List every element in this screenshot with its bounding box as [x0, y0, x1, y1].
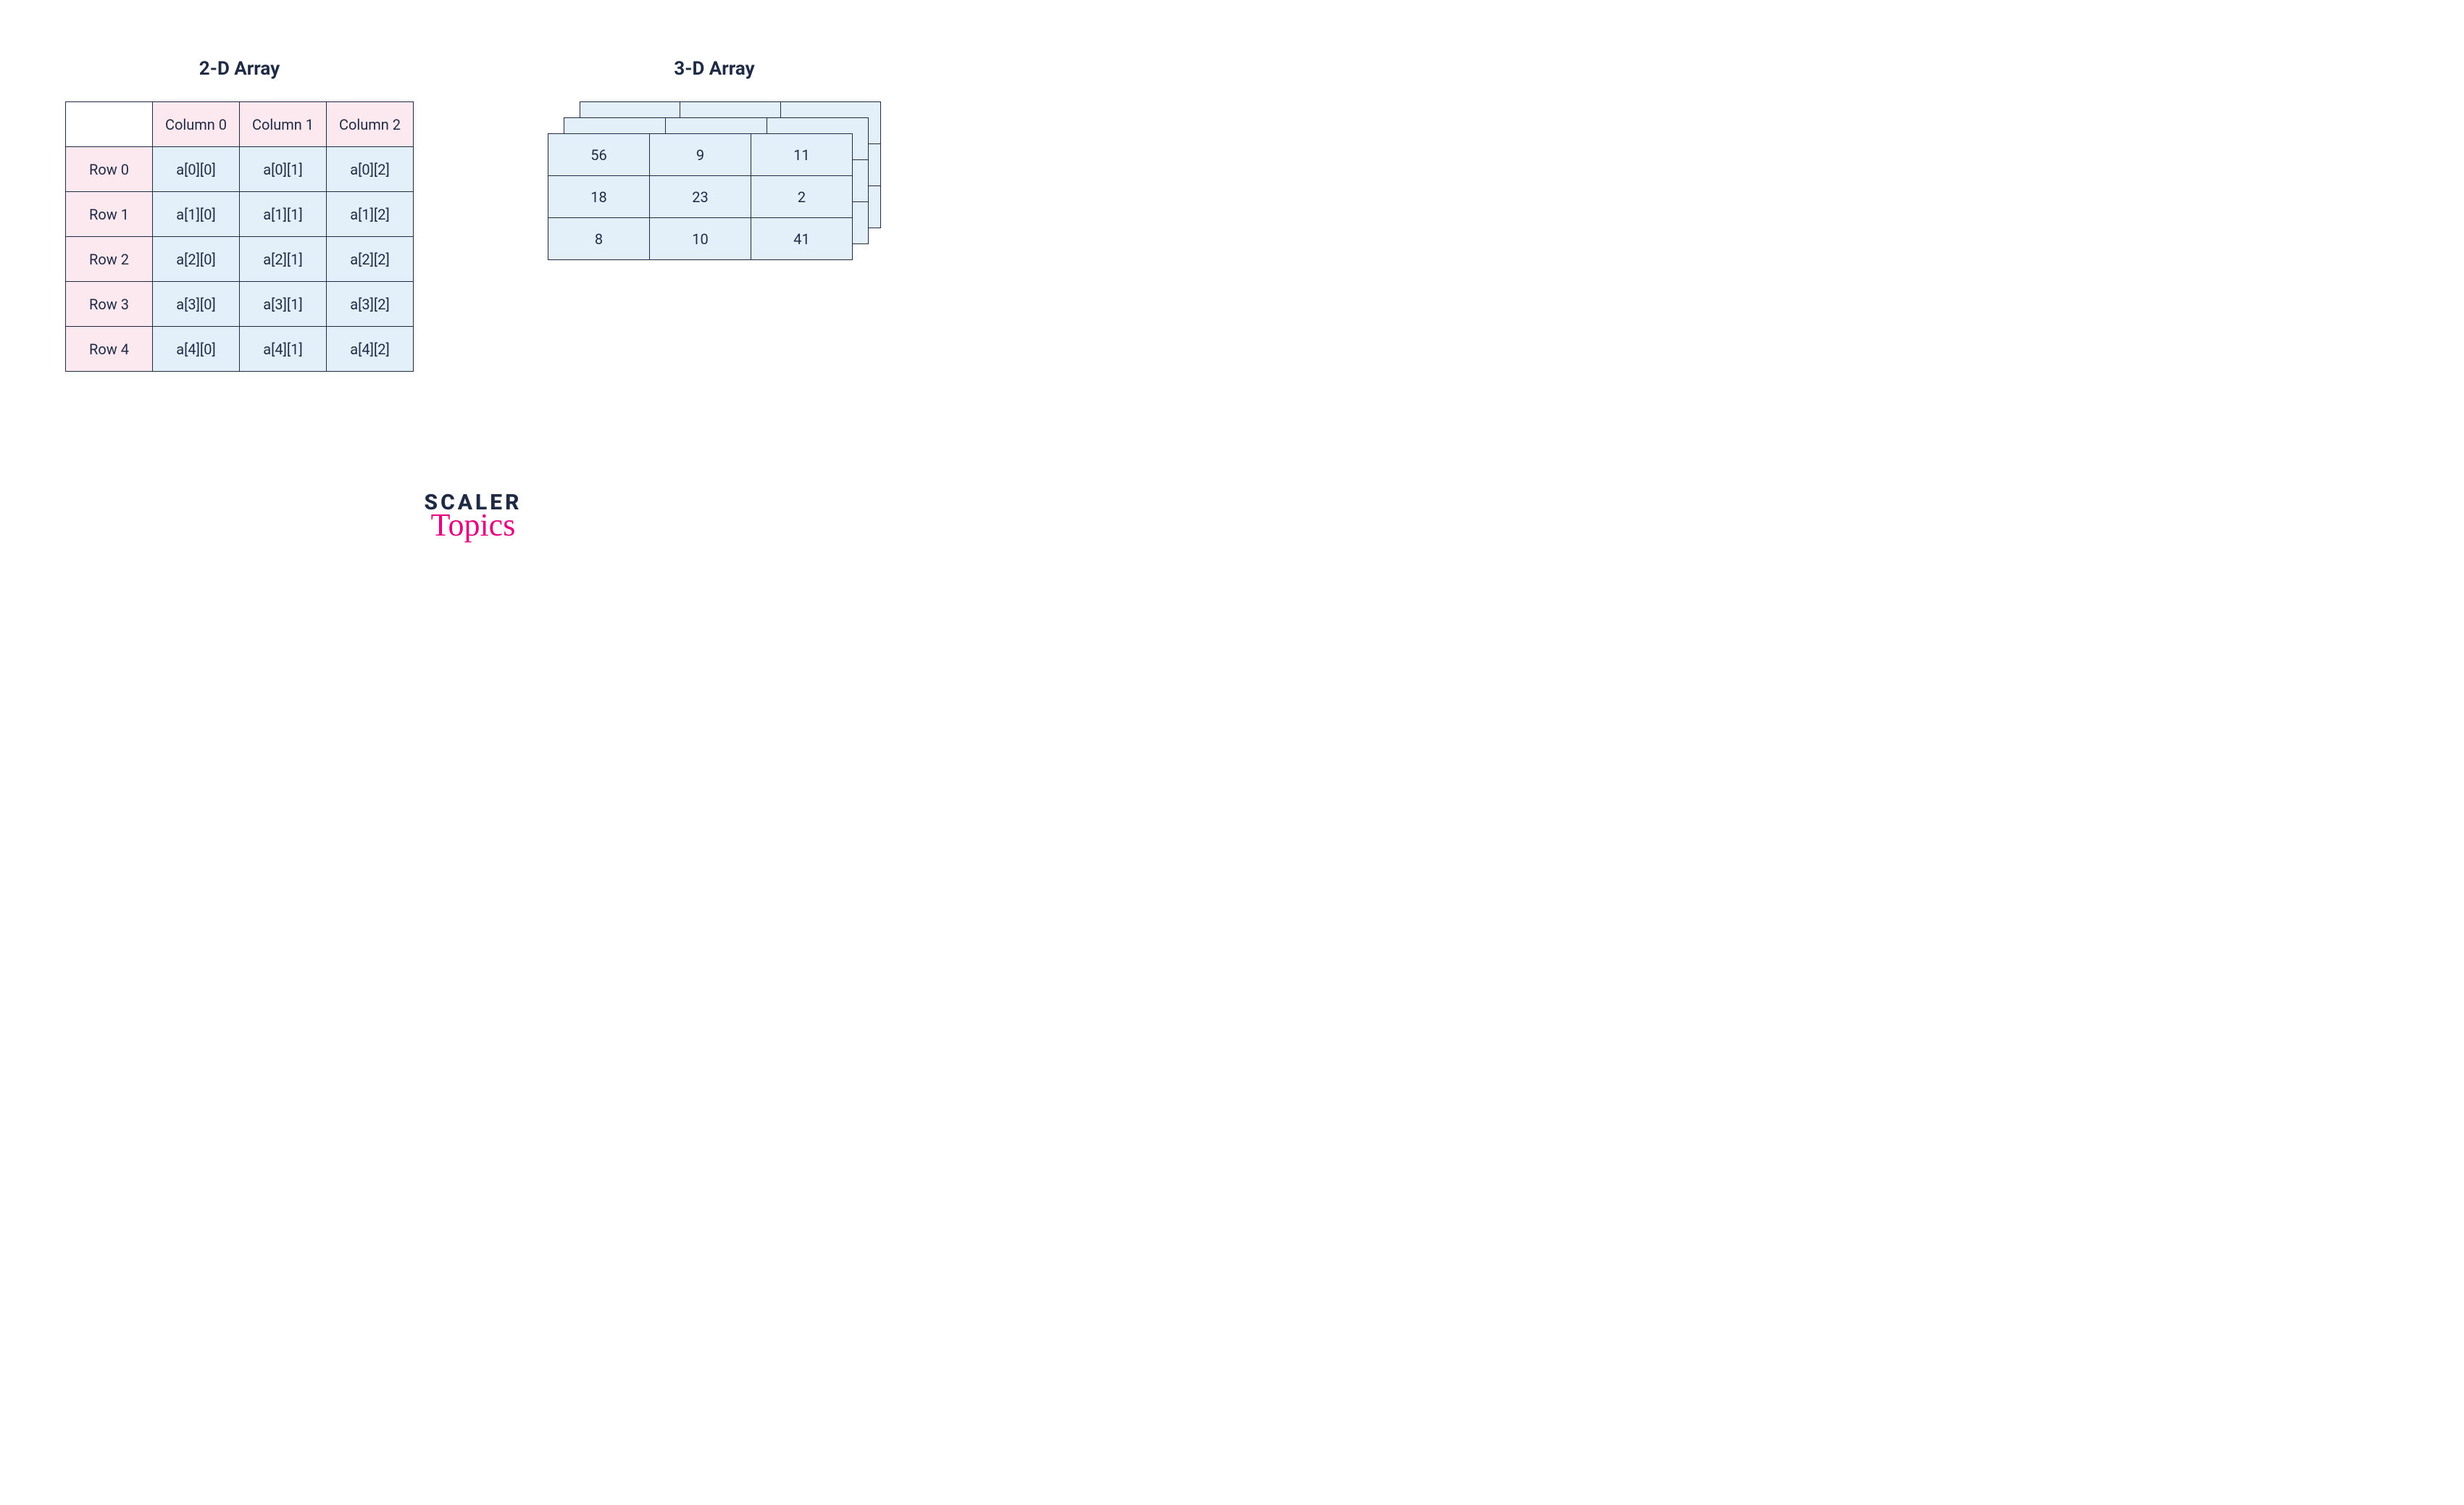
table-cell: a[3][0]	[153, 282, 240, 327]
table-cell: a[4][2]	[327, 327, 414, 372]
layer-front: 56911 18232 81041	[548, 133, 853, 260]
title-3d: 3-D Array	[674, 58, 754, 80]
cube-cell: 2	[751, 176, 853, 218]
cube-cell: 10	[650, 218, 751, 260]
table-cell: a[2][1]	[240, 237, 327, 282]
panel-2d-array: 2-D Array Column 0Column 1Column 2Row 0a…	[65, 58, 414, 372]
cube-cell: 41	[751, 218, 853, 260]
logo-text-bottom: Topics	[424, 509, 522, 541]
row-header: Row 1	[66, 192, 153, 237]
table-cell: a[0][2]	[327, 147, 414, 192]
cube-cell: 18	[548, 176, 650, 218]
row-header: Row 3	[66, 282, 153, 327]
cube-cell: 56	[548, 134, 650, 176]
row-header: Row 2	[66, 237, 153, 282]
panel-3d-array: 3-D Array 56911 18232 81041	[548, 58, 881, 372]
cube-cell: 23	[650, 176, 751, 218]
table-cell: a[1][0]	[153, 192, 240, 237]
table-cell: a[3][1]	[240, 282, 327, 327]
table-cell: a[4][0]	[153, 327, 240, 372]
table-cell: a[3][2]	[327, 282, 414, 327]
title-2d: 2-D Array	[199, 58, 280, 80]
column-header: Column 1	[240, 102, 327, 147]
table-cell: a[1][2]	[327, 192, 414, 237]
cube-cell: 8	[548, 218, 650, 260]
diagram-container: 2-D Array Column 0Column 1Column 2Row 0a…	[0, 0, 946, 372]
column-header: Column 2	[327, 102, 414, 147]
table-cell: a[2][0]	[153, 237, 240, 282]
table-cell: a[1][1]	[240, 192, 327, 237]
row-header: Row 4	[66, 327, 153, 372]
table-2d: Column 0Column 1Column 2Row 0a[0][0]a[0]…	[65, 101, 414, 372]
table-cell: a[2][2]	[327, 237, 414, 282]
cube-cell: 11	[751, 134, 853, 176]
column-header: Column 0	[153, 102, 240, 147]
table-cell: a[0][0]	[153, 147, 240, 192]
cube-cell: 9	[650, 134, 751, 176]
row-header: Row 0	[66, 147, 153, 192]
table-cell: a[0][1]	[240, 147, 327, 192]
table-cell: a[4][1]	[240, 327, 327, 372]
brand-logo: SCALER Topics	[424, 492, 522, 541]
stack-3d: 56911 18232 81041	[548, 101, 881, 290]
table-corner	[66, 102, 153, 147]
